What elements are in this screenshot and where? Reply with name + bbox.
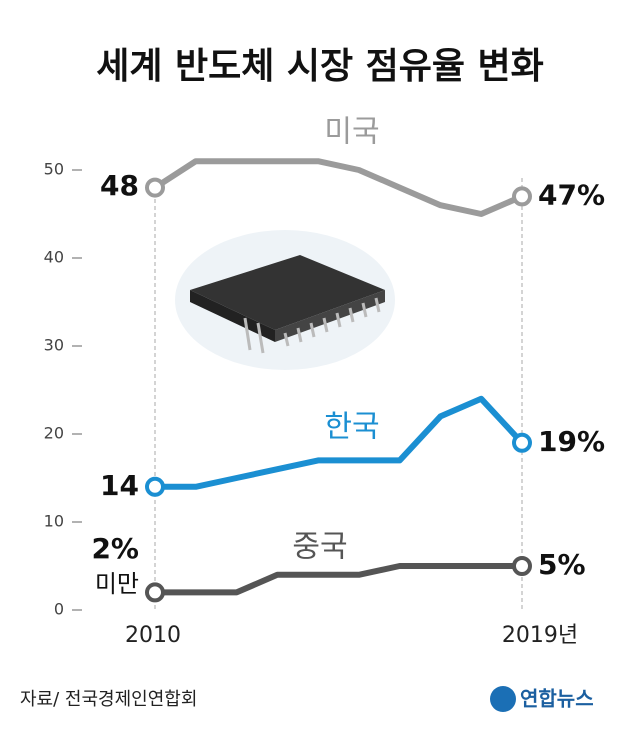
y-tick-label: 20 bbox=[44, 424, 64, 443]
chip-illustration bbox=[175, 230, 395, 370]
value-label: 48 bbox=[100, 169, 139, 202]
value-label: 2% bbox=[91, 532, 139, 565]
y-tick-label: 10 bbox=[44, 512, 64, 531]
value-label: 5% bbox=[538, 548, 586, 581]
logo: 연합뉴스 bbox=[520, 687, 594, 711]
end-marker bbox=[145, 476, 165, 497]
y-tick-label: 50 bbox=[44, 160, 64, 179]
source: 자료/ 전국경제인연합회 bbox=[20, 689, 197, 710]
x-tick-label: 2019년 bbox=[502, 623, 578, 648]
end-marker bbox=[512, 556, 532, 576]
logo-icon bbox=[490, 686, 516, 712]
line bbox=[153, 158, 524, 217]
end-marker bbox=[512, 432, 532, 453]
annotation: 미만 bbox=[95, 570, 139, 598]
line bbox=[155, 395, 525, 490]
line bbox=[155, 563, 522, 596]
chart-title: 세계 반도체 시장 점유율 변화 bbox=[96, 46, 544, 87]
value-label: 47% bbox=[538, 178, 605, 211]
series-label: 미국 bbox=[324, 115, 379, 150]
end-marker bbox=[145, 582, 165, 603]
value-label: 14 bbox=[100, 469, 139, 502]
end-marker bbox=[512, 186, 532, 207]
end-marker bbox=[145, 177, 165, 198]
y-tick-label: 30 bbox=[44, 336, 64, 355]
value-label: 19% bbox=[538, 425, 605, 458]
y-tick-label: 40 bbox=[44, 248, 64, 267]
series-label: 한국 bbox=[324, 410, 379, 445]
y-tick-label: 0 bbox=[54, 600, 64, 619]
x-tick-label: 2010 bbox=[125, 623, 181, 648]
series-label: 중국 bbox=[292, 530, 347, 565]
